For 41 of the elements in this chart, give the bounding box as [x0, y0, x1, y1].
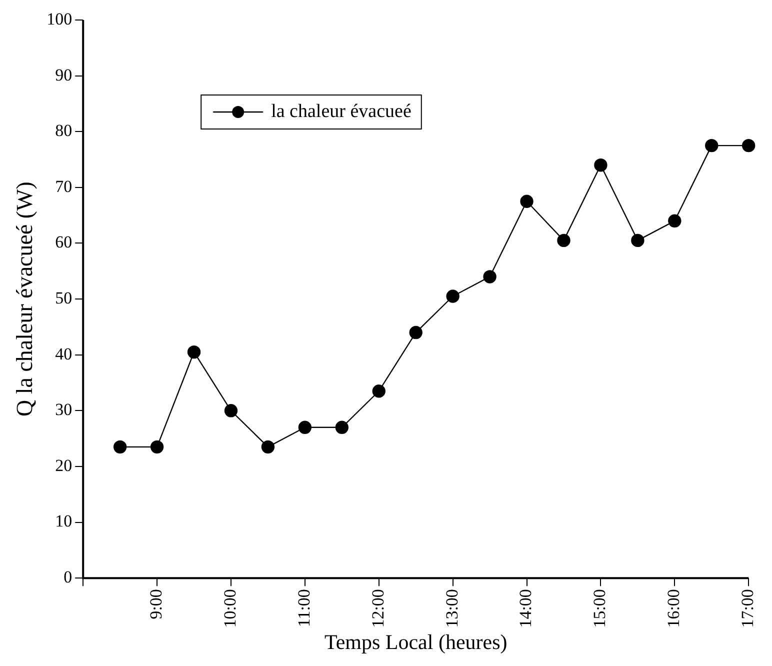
y-axis-title: Q la chaleur évacueé (W) [12, 182, 37, 417]
x-tick-label: 14:00 [516, 589, 536, 628]
y-tick-label: 10 [55, 512, 72, 531]
point [224, 404, 238, 418]
point [372, 384, 386, 398]
y-tick-label: 90 [55, 65, 72, 84]
point [705, 138, 718, 152]
y-tick-label: 20 [55, 456, 72, 475]
y-tick-label: 30 [55, 400, 72, 420]
point [520, 194, 534, 208]
point [446, 290, 460, 303]
y-tick-label: 40 [55, 344, 72, 364]
y-tick-label: 50 [55, 288, 72, 308]
point [261, 440, 275, 454]
point [594, 158, 608, 172]
x-tick-label: 9:00 [146, 589, 166, 620]
point [187, 345, 201, 359]
point [113, 440, 127, 454]
point [668, 214, 682, 228]
point [483, 270, 496, 284]
point [335, 420, 349, 434]
x-tick-label: 10:00 [220, 589, 240, 628]
x-tick-label: 13:00 [442, 589, 462, 628]
x-tick-label: 16:00 [664, 589, 684, 628]
y-tick-label: 0 [64, 568, 72, 587]
y-tick-label: 70 [55, 176, 72, 196]
point [742, 138, 756, 152]
point [298, 420, 312, 434]
x-tick-label: 17:00 [738, 589, 758, 628]
legend-label: la chaleur évacueé [271, 100, 412, 122]
point [557, 234, 570, 248]
point [631, 234, 644, 248]
point [409, 326, 422, 340]
y-tick-label: 80 [55, 121, 72, 140]
point [150, 440, 164, 454]
x-tick-label: 11:00 [294, 589, 314, 628]
x-tick-label: 12:00 [368, 589, 388, 628]
y-tick-label: 100 [46, 9, 72, 28]
x-axis-title: Temps Local (heures) [324, 630, 508, 654]
x-tick-label: 15:00 [590, 589, 610, 628]
y-tick-label: 60 [55, 232, 72, 252]
